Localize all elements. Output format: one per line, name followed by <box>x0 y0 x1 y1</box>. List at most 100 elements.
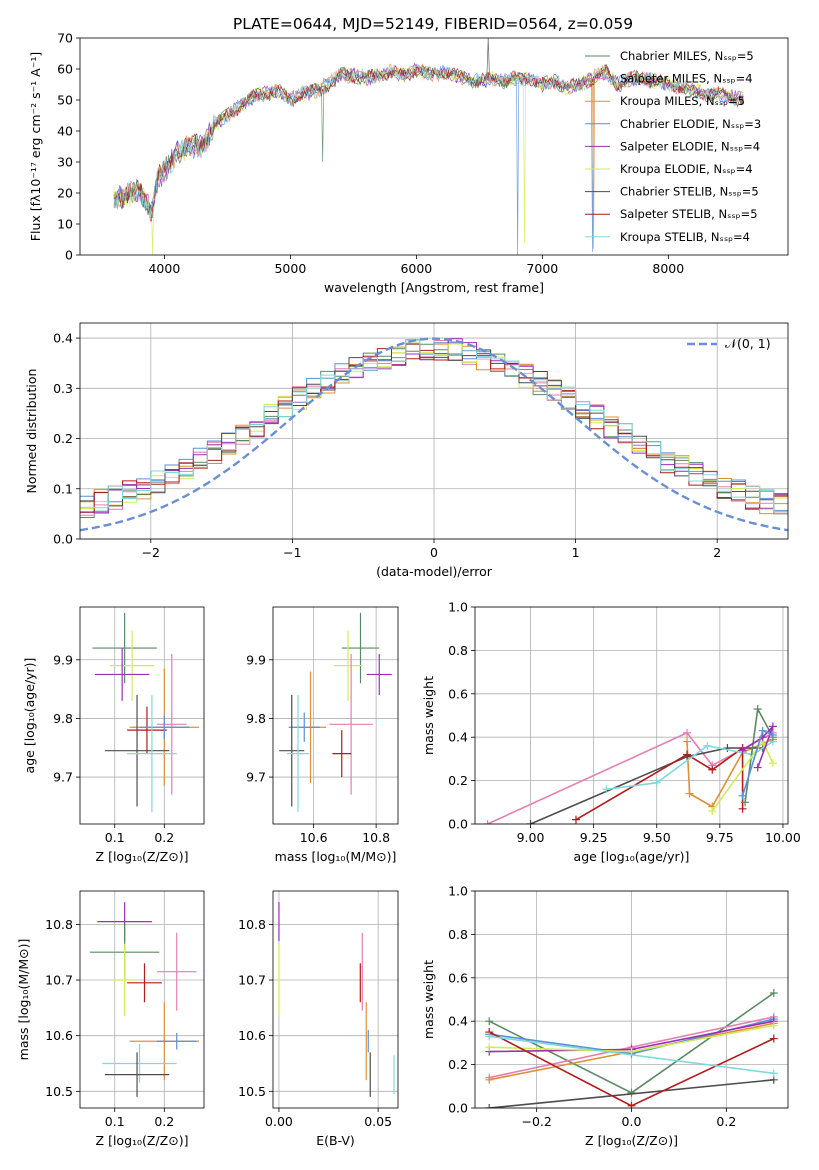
legend-label: Kroupa MILES, Nₛₛₚ=5 <box>620 94 745 108</box>
massweight-marker <box>652 778 661 787</box>
y-tick-label: 9.7 <box>246 770 266 785</box>
massweight-marker <box>485 1104 494 1108</box>
y-tick-label: 0.2 <box>53 431 73 446</box>
massweight-marker <box>738 804 747 813</box>
x-tick-label: −1 <box>283 545 301 560</box>
y-tick-label: 1.0 <box>448 884 468 899</box>
y-tick-label: 10.6 <box>238 1028 266 1043</box>
x-tick-label: 9.00 <box>517 830 545 845</box>
histogram-step <box>80 339 788 514</box>
massweight-marker <box>571 815 580 824</box>
y-tick-label: 40 <box>57 124 73 139</box>
massweight-marker <box>769 988 778 997</box>
massweight-marker <box>683 737 692 746</box>
y-tick-label: 0.4 <box>448 1014 468 1029</box>
legend-label: Salpeter MILES, Nₛₛₚ=4 <box>620 72 753 86</box>
normal-reference-curve <box>80 337 788 532</box>
y-axis-label: mass [log₁₀(M/M⊙)] <box>16 939 31 1061</box>
y-tick-label: 0.8 <box>448 927 468 942</box>
y-tick-label: 10.8 <box>238 917 266 932</box>
massweight-marker <box>683 728 692 737</box>
plot-area <box>278 902 395 1097</box>
x-axis-label: Z [log₁₀(Z/Z⊙)] <box>585 1133 678 1148</box>
y-tick-label: 50 <box>57 93 73 108</box>
y-tick-label: 9.8 <box>246 711 266 726</box>
x-tick-label: 7000 <box>526 261 558 276</box>
y-axis-label: Normed distribution <box>24 369 39 494</box>
plot-area <box>92 612 200 813</box>
legend-label: Chabrier MILES, Nₛₛₚ=5 <box>620 49 754 63</box>
age-vs-mass-panel: 10.6 10.8 9.7 9.8 9.9 mass [log₁₀(M/M⊙)] <box>246 606 399 864</box>
x-tick-label: 10.8 <box>362 830 390 845</box>
y-tick-label: 0.6 <box>448 970 468 985</box>
massweight-line <box>742 725 774 768</box>
mass-vs-reddening-panel: 0.00 0.05 10.5 10.6 10.7 10.8 E(B-V) <box>238 890 399 1148</box>
x-tick-label: 10.6 <box>300 830 328 845</box>
y-tick-label: 0.4 <box>53 331 73 346</box>
x-tick-label: 0 <box>430 545 438 560</box>
x-tick-label: 5000 <box>274 261 306 276</box>
x-tick-label: 0.0 <box>622 1114 642 1129</box>
massweight-marker <box>485 1017 494 1026</box>
massweight-line <box>489 1079 774 1108</box>
plot-area <box>279 612 392 813</box>
massweight-marker <box>485 1043 494 1052</box>
massweight-marker <box>768 731 777 740</box>
y-tick-label: 60 <box>57 62 73 77</box>
spectrum-line <box>113 38 744 216</box>
y-axis-label: mass weight <box>421 676 436 755</box>
y-tick-label: 0.0 <box>53 532 73 547</box>
massweight-marker <box>685 789 694 798</box>
y-tick-label: 10.7 <box>45 973 73 988</box>
x-tick-label: 9.75 <box>706 830 734 845</box>
plot-area <box>89 902 200 1097</box>
legend-label: Salpeter STELIB, Nₛₛₚ=5 <box>620 207 758 221</box>
y-tick-label: 70 <box>57 31 73 46</box>
x-tick-label: −2 <box>142 545 160 560</box>
y-tick-label: 0.0 <box>448 817 468 832</box>
plot-area <box>80 337 788 532</box>
y-tick-label: 10.5 <box>238 1084 266 1099</box>
legend-label: Salpeter ELODIE, Nₛₛₚ=4 <box>620 139 760 153</box>
x-tick-label: −0.2 <box>521 1114 551 1129</box>
massweight-marker <box>769 1034 778 1043</box>
y-tick-label: 0.2 <box>448 1057 468 1072</box>
x-tick-label: 0.2 <box>716 1114 736 1129</box>
mass-vs-metallicity-panel: 0.1 0.2 10.5 10.6 10.7 10.8 Z [log₁₀(Z/Z⊙)] mas… <box>16 890 205 1148</box>
x-tick-label: 0.05 <box>364 1114 392 1129</box>
massweight-marker <box>768 759 777 768</box>
y-tick-label: 10.8 <box>45 917 73 932</box>
x-tick-label: 2 <box>713 545 721 560</box>
massweight-marker <box>738 791 747 800</box>
massweight-marker <box>683 750 692 759</box>
y-tick-label: 0.1 <box>53 481 73 496</box>
y-tick-label: 9.9 <box>246 652 266 667</box>
y-tick-label: 0.8 <box>448 643 468 658</box>
massweight-marker <box>703 741 712 750</box>
x-axis-label: age [log₁₀(age/yr)] <box>574 849 690 864</box>
massweight-marker <box>485 1075 494 1084</box>
y-tick-label: 10.6 <box>45 1028 73 1043</box>
x-tick-label: 8000 <box>652 261 684 276</box>
axes-frame <box>79 890 205 1109</box>
spectrum-panel: 4000 5000 6000 7000 8000 0 10 20 30 40 50 60 70 wavel… <box>28 31 789 295</box>
x-axis-label: E(B-V) <box>316 1133 355 1148</box>
y-tick-label: 20 <box>57 186 73 201</box>
y-tick-label: 0.0 <box>448 1101 468 1116</box>
legend-label: Chabrier ELODIE, Nₛₛₚ=3 <box>620 117 761 131</box>
plot-area <box>485 988 778 1108</box>
x-tick-label: 9.50 <box>643 830 671 845</box>
y-axis-label: age [log₁₀(age/yr)] <box>22 658 37 774</box>
x-tick-label: 0.2 <box>154 830 174 845</box>
spectrum-legend: Chabrier MILES, Nₛₛₚ=5 Salpeter MILES, Nₛ… <box>585 49 761 244</box>
massweight-marker <box>602 785 611 794</box>
y-axis-label: mass weight <box>421 960 436 1039</box>
massweight-marker <box>768 722 777 731</box>
x-tick-label: 0.1 <box>105 830 125 845</box>
axes-frame <box>79 37 789 256</box>
x-axis-label: wavelength [Angstrom, rest frame] <box>324 280 544 295</box>
axes-frame <box>79 606 205 825</box>
massweight-marker <box>741 798 750 807</box>
massweight-marker <box>723 744 732 753</box>
